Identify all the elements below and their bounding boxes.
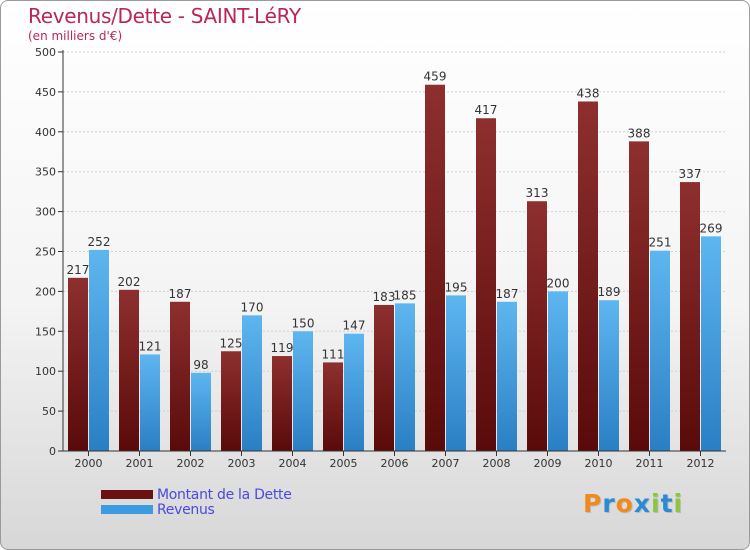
chart-title: Revenus/Dette - SAINT-LéRY <box>28 4 301 28</box>
data-label-revenus: 121 <box>139 339 162 353</box>
legend-label-revenus: Revenus <box>157 501 215 518</box>
data-label-dette: 183 <box>373 290 396 304</box>
legend-item-revenus: Revenus <box>101 501 292 518</box>
data-label-revenus: 147 <box>343 319 366 333</box>
bar-dette <box>272 356 292 451</box>
legend-item-dette: Montant de la Dette <box>101 486 292 503</box>
x-tick-label: 2011 <box>636 457 664 470</box>
chart-subtitle: (en milliers d'€) <box>28 29 123 43</box>
bar-revenus <box>548 291 568 451</box>
data-label-dette: 217 <box>67 263 90 277</box>
data-label-dette: 187 <box>169 287 192 301</box>
data-label-revenus: 170 <box>241 300 264 314</box>
proxiti-logo: Proxiti <box>583 489 683 518</box>
data-label-revenus: 187 <box>496 287 519 301</box>
y-tick-label: 50 <box>42 405 56 418</box>
logo-letter: x <box>633 489 651 518</box>
x-tick-label: 2009 <box>534 457 562 470</box>
grid-layer <box>63 51 726 412</box>
bar-revenus <box>446 295 466 451</box>
label-layer: 2172522021211879812517011915011114718318… <box>67 70 723 372</box>
bar-revenus <box>599 300 619 451</box>
x-tick-label: 2007 <box>432 457 460 470</box>
x-tick-label: 2004 <box>279 457 307 470</box>
data-label-dette: 111 <box>322 347 345 361</box>
bar-dette <box>425 84 445 451</box>
y-tick-label: 400 <box>35 126 56 139</box>
data-label-revenus: 150 <box>292 316 315 330</box>
y-tick-label: 450 <box>35 86 56 99</box>
y-tick-label: 150 <box>35 325 56 338</box>
bar-revenus <box>191 372 211 451</box>
data-label-dette: 417 <box>475 103 498 117</box>
data-label-revenus: 98 <box>193 358 208 372</box>
data-label-dette: 438 <box>577 86 600 100</box>
bar-dette <box>680 182 700 451</box>
y-tick-label: 300 <box>35 206 56 219</box>
logo-letter: r <box>602 489 616 518</box>
bar-revenus <box>293 331 313 451</box>
data-label-dette: 119 <box>271 341 294 355</box>
x-tick-label: 2010 <box>585 457 613 470</box>
data-label-dette: 313 <box>526 186 549 200</box>
data-label-revenus: 189 <box>598 285 621 299</box>
bar-revenus <box>701 236 721 451</box>
x-tick-label: 2006 <box>381 457 409 470</box>
legend: Montant de la Dette Revenus <box>101 486 292 518</box>
legend-swatch-dette <box>101 490 153 499</box>
bar-revenus <box>497 301 517 451</box>
y-tick-label: 350 <box>35 166 56 179</box>
bar-dette <box>119 289 139 451</box>
data-label-revenus: 251 <box>649 236 672 250</box>
data-label-revenus: 269 <box>700 221 723 235</box>
bar-revenus <box>140 354 160 451</box>
data-label-dette: 388 <box>628 126 651 140</box>
x-tick-label: 2000 <box>75 457 103 470</box>
legend-swatch-revenus <box>101 505 153 514</box>
logo-letter: t <box>660 489 674 518</box>
logo-letter: P <box>583 489 603 518</box>
data-label-dette: 202 <box>118 275 141 289</box>
bar-dette <box>374 304 394 451</box>
data-label-dette: 459 <box>424 70 447 84</box>
x-tick-label: 2012 <box>687 457 715 470</box>
legend-label-dette: Montant de la Dette <box>157 486 292 503</box>
y-tick-label: 500 <box>35 46 56 59</box>
bar-dette <box>170 301 190 451</box>
bar-dette <box>68 277 88 451</box>
x-tick-label: 2008 <box>483 457 511 470</box>
bar-layer <box>68 84 721 451</box>
bar-dette <box>578 101 598 451</box>
data-label-revenus: 200 <box>547 276 570 290</box>
data-label-dette: 125 <box>220 336 243 350</box>
bar-revenus <box>650 250 670 451</box>
x-tick-label: 2005 <box>330 457 358 470</box>
bar-revenus <box>89 249 109 451</box>
x-tick-label: 2003 <box>228 457 256 470</box>
y-tick-label: 250 <box>35 246 56 259</box>
y-tick-label: 100 <box>35 365 56 378</box>
bar-dette <box>476 118 496 451</box>
data-label-revenus: 185 <box>394 288 417 302</box>
x-tick-label: 2002 <box>177 457 205 470</box>
logo-letter: i <box>673 489 684 518</box>
bar-dette <box>527 201 547 451</box>
y-tick-label: 0 <box>49 445 56 458</box>
bar-revenus <box>344 333 364 451</box>
data-label-revenus: 252 <box>88 235 111 249</box>
axis-layer: 0 50 100 150 200 250 300 350 400 450 500 2000 2001 20… <box>35 46 726 470</box>
data-label-dette: 337 <box>679 167 702 181</box>
data-label-revenus: 195 <box>445 280 468 294</box>
bar-revenus <box>242 315 262 451</box>
logo-letter: o <box>615 489 634 518</box>
x-tick-label: 2001 <box>126 457 154 470</box>
bar-dette <box>629 141 649 451</box>
y-tick-label: 200 <box>35 285 56 298</box>
bar-dette <box>323 362 343 451</box>
bar-dette <box>221 351 241 451</box>
logo-letter: i <box>651 489 661 518</box>
bar-revenus <box>395 303 415 451</box>
